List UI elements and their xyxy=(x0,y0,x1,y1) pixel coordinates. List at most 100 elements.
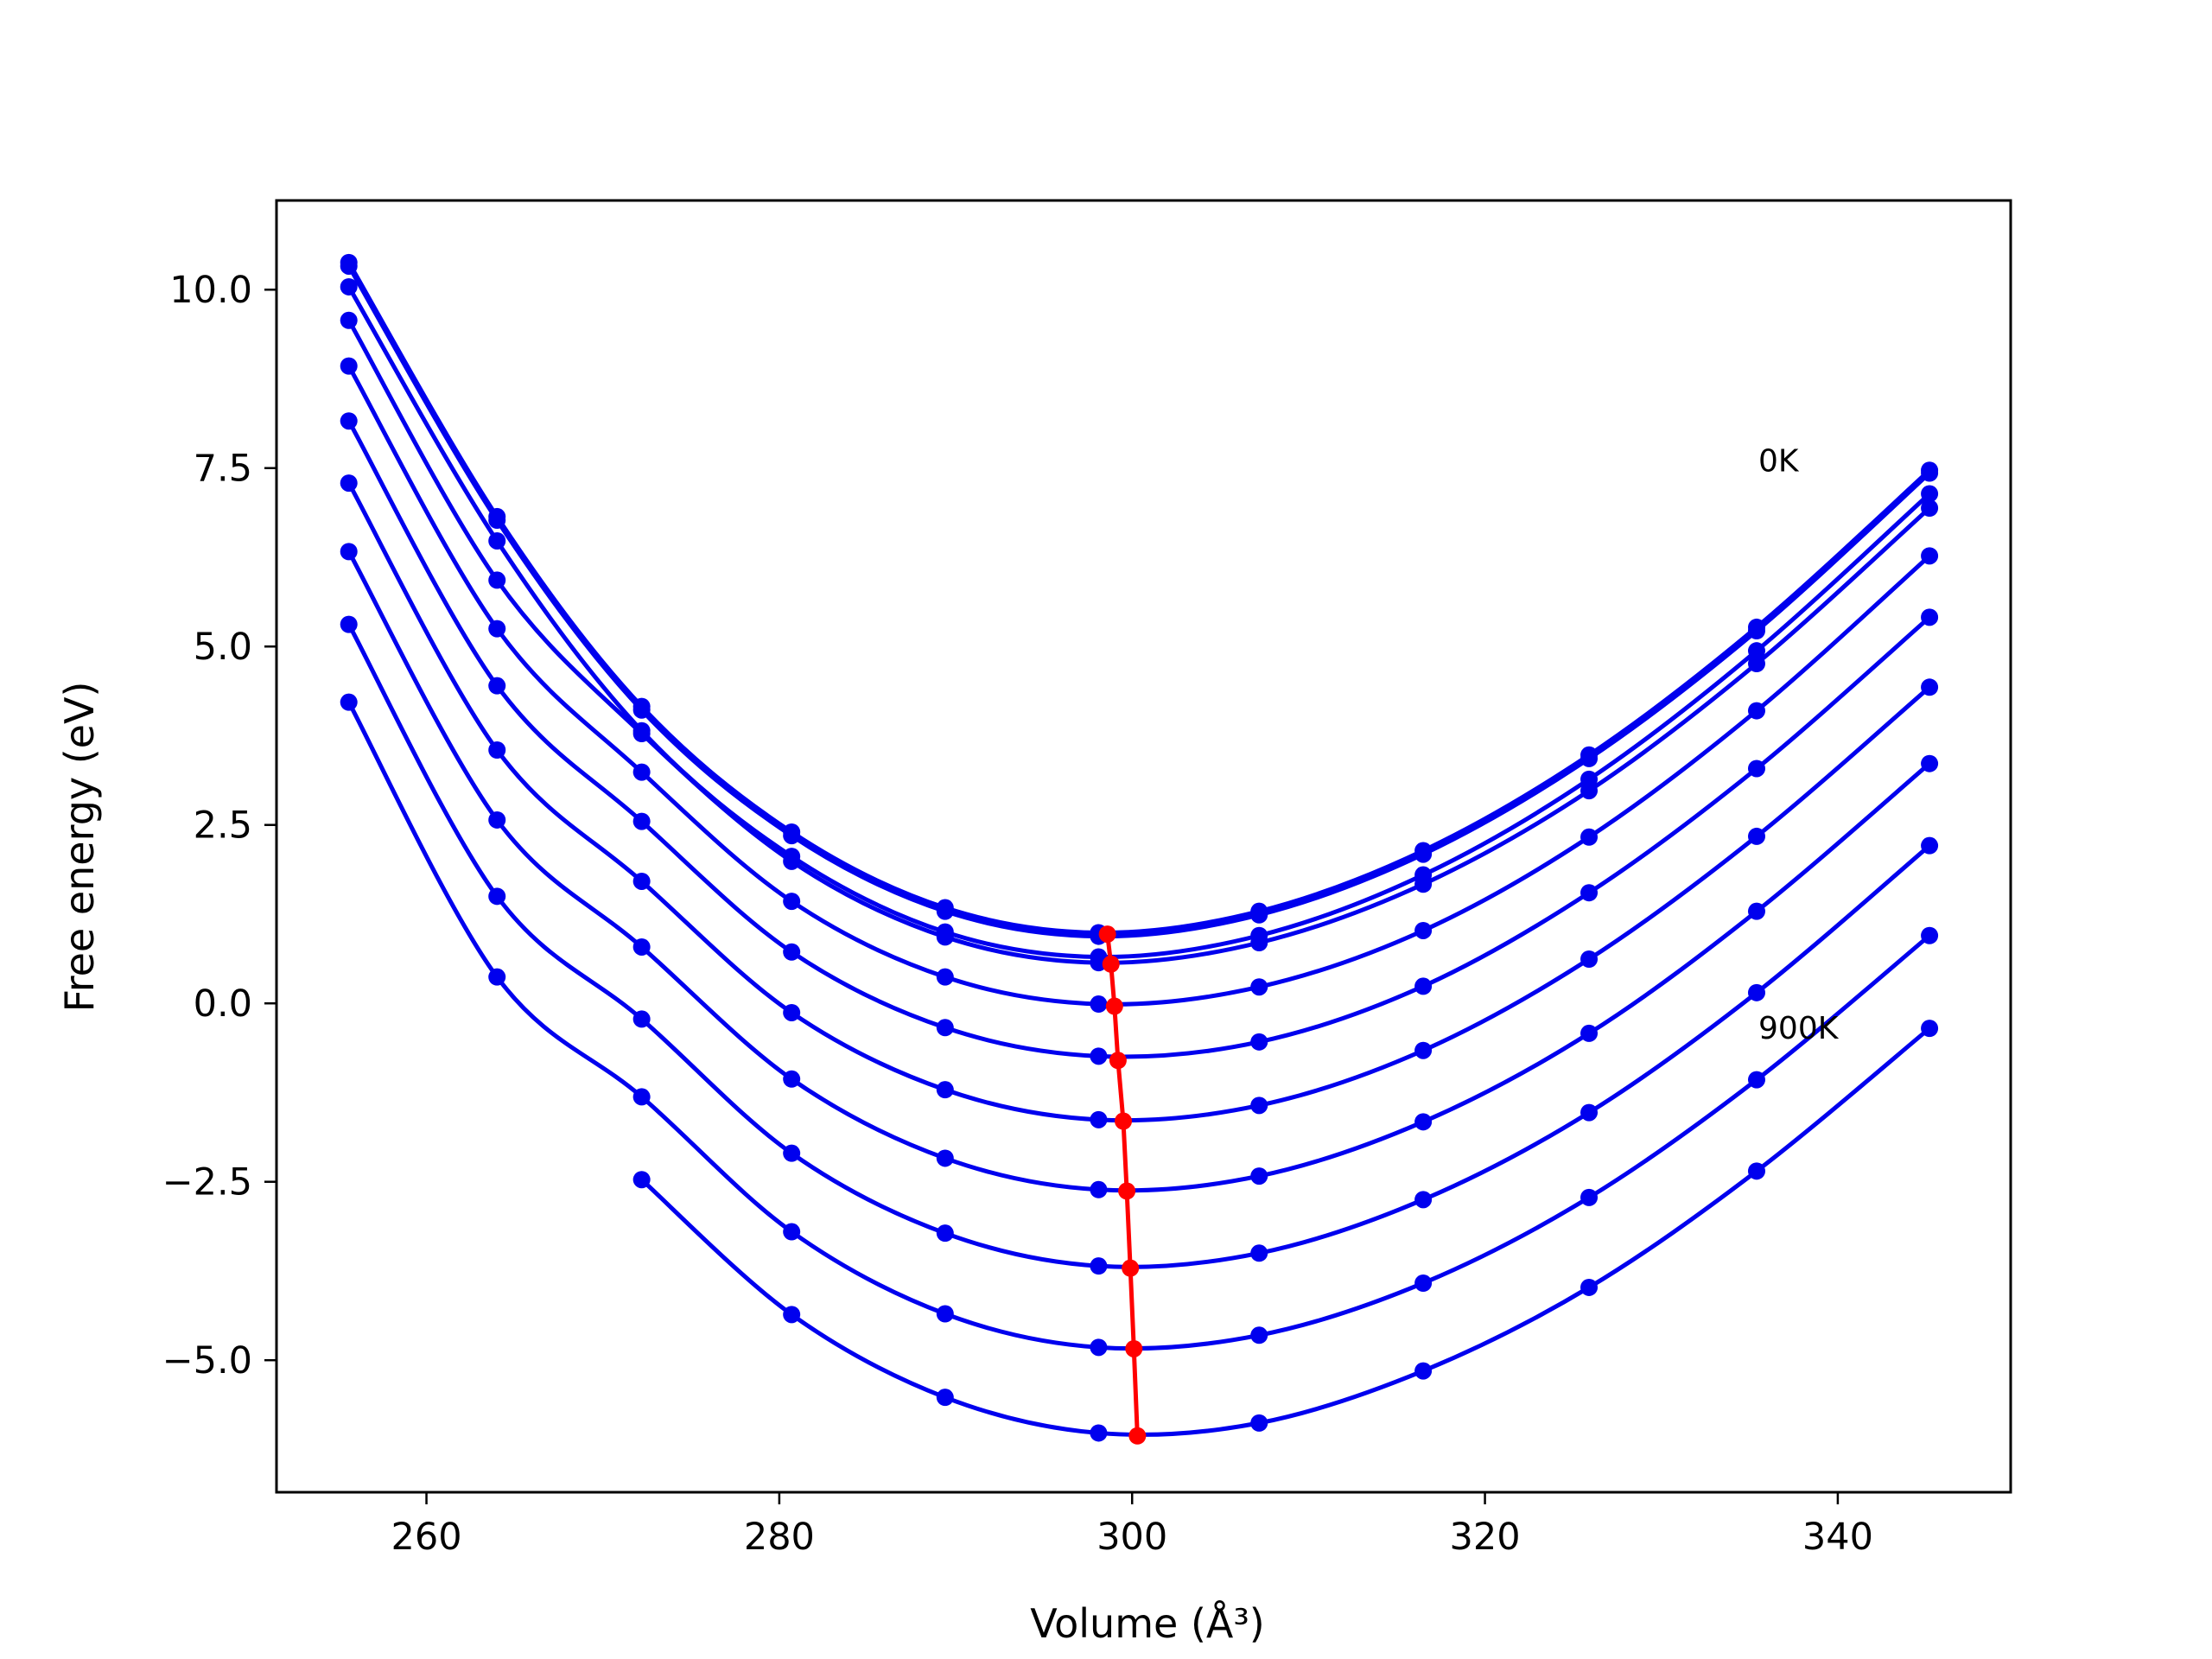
curve-point xyxy=(1580,884,1599,902)
curve-point xyxy=(340,257,358,275)
curve-point xyxy=(1090,1047,1108,1065)
curve-point xyxy=(340,543,358,561)
y-tick-label: −2.5 xyxy=(162,1161,252,1205)
curve-point xyxy=(632,812,651,830)
curve-point xyxy=(1414,1362,1433,1380)
curve-point xyxy=(1580,1024,1599,1042)
curve-point xyxy=(1414,1113,1433,1131)
curve-point xyxy=(1414,1041,1433,1059)
curve-point xyxy=(1921,1020,1939,1038)
curve-point xyxy=(1580,749,1599,767)
curve-point xyxy=(936,1305,954,1323)
curve-point xyxy=(340,693,358,711)
curve-point xyxy=(1250,978,1268,996)
minimum-point xyxy=(1118,1182,1136,1200)
curve-point xyxy=(632,724,651,742)
curve-point xyxy=(1921,836,1939,855)
curve-point xyxy=(1414,845,1433,863)
curve-point xyxy=(783,1003,801,1021)
curve-point xyxy=(936,1149,954,1167)
curve-point xyxy=(783,943,801,961)
curve-point xyxy=(632,1010,651,1028)
curve-point xyxy=(783,1070,801,1088)
curve-point xyxy=(1090,1180,1108,1198)
curve-point xyxy=(1747,1162,1765,1180)
curve-point xyxy=(632,763,651,781)
curve-point xyxy=(632,938,651,956)
curve-point xyxy=(936,968,954,986)
curve-point xyxy=(1747,655,1765,673)
y-tick-label: 5.0 xyxy=(194,626,252,669)
curve-point xyxy=(1250,1167,1268,1185)
curve-point xyxy=(936,1081,954,1099)
curve-point xyxy=(488,620,506,638)
curve-point xyxy=(783,893,801,911)
curve-point xyxy=(1921,499,1939,517)
curve-point xyxy=(1250,906,1268,924)
curve-point xyxy=(1580,1103,1599,1122)
plot-frame xyxy=(275,199,2012,1494)
minimum-point xyxy=(1115,1112,1133,1130)
curve-point xyxy=(488,571,506,589)
curve-point xyxy=(1747,983,1765,1001)
annotation-0k: 0K xyxy=(1758,443,1800,479)
curve-9 xyxy=(346,701,1931,1351)
curve-point xyxy=(1921,754,1939,772)
minimum-point xyxy=(1125,1339,1143,1357)
curve-point xyxy=(1921,678,1939,696)
curve-1 xyxy=(346,264,1931,939)
minimum-point xyxy=(1122,1259,1140,1277)
curve-point xyxy=(1580,1278,1599,1296)
x-tick-label: 320 xyxy=(1450,1516,1521,1559)
curve-2 xyxy=(346,285,1931,960)
curve-point xyxy=(488,968,506,986)
curve-point xyxy=(936,902,954,920)
curve-point xyxy=(1747,902,1765,920)
curve-point xyxy=(936,1019,954,1037)
minimum-point xyxy=(1102,955,1120,973)
curve-point xyxy=(340,412,358,430)
curve-point xyxy=(1580,950,1599,969)
curve-point xyxy=(936,928,954,946)
curve-point xyxy=(1747,760,1765,778)
curve-point xyxy=(783,827,801,845)
curve-point xyxy=(1747,642,1765,660)
curve-point xyxy=(1747,827,1765,845)
curve-point xyxy=(1250,1326,1268,1344)
curve-point xyxy=(1414,921,1433,939)
curve-point xyxy=(632,1171,651,1189)
y-tick-label: 2.5 xyxy=(194,804,252,848)
curve-point xyxy=(1090,1424,1108,1442)
curve-point xyxy=(1921,547,1939,565)
curves-layer xyxy=(340,253,1939,1442)
x-tick-label: 340 xyxy=(1802,1516,1873,1559)
curve-point xyxy=(488,677,506,695)
x-tick-label: 280 xyxy=(744,1516,815,1559)
curve-point xyxy=(1414,875,1433,893)
curve-point xyxy=(1580,1188,1599,1206)
curve-point xyxy=(488,887,506,906)
curve-point xyxy=(1090,1338,1108,1357)
curve-point xyxy=(1747,1071,1765,1089)
minimum-point xyxy=(1098,925,1116,944)
curve-point xyxy=(1921,608,1939,626)
y-tick-label: 7.5 xyxy=(194,448,252,491)
curve-point xyxy=(488,512,506,530)
curve-point xyxy=(1090,1257,1108,1275)
curve-10 xyxy=(639,1027,1931,1437)
curve-point xyxy=(488,741,506,759)
minimum-line-layer xyxy=(1098,925,1147,1445)
curve-point xyxy=(1414,977,1433,995)
curve-point xyxy=(340,311,358,329)
ticks-layer: 260 280 300 320 340 10.0 7.5 5.0 2.5 0.0 −2.5 −5.0 xyxy=(162,269,1873,1559)
curve-point xyxy=(1250,1033,1268,1051)
curve-point xyxy=(632,701,651,719)
curve-point xyxy=(936,1389,954,1407)
curve-point xyxy=(1747,622,1765,640)
curve-point xyxy=(1747,702,1765,720)
curve-point xyxy=(783,1306,801,1324)
curve-point xyxy=(1250,1244,1268,1262)
curve-point xyxy=(1250,934,1268,952)
